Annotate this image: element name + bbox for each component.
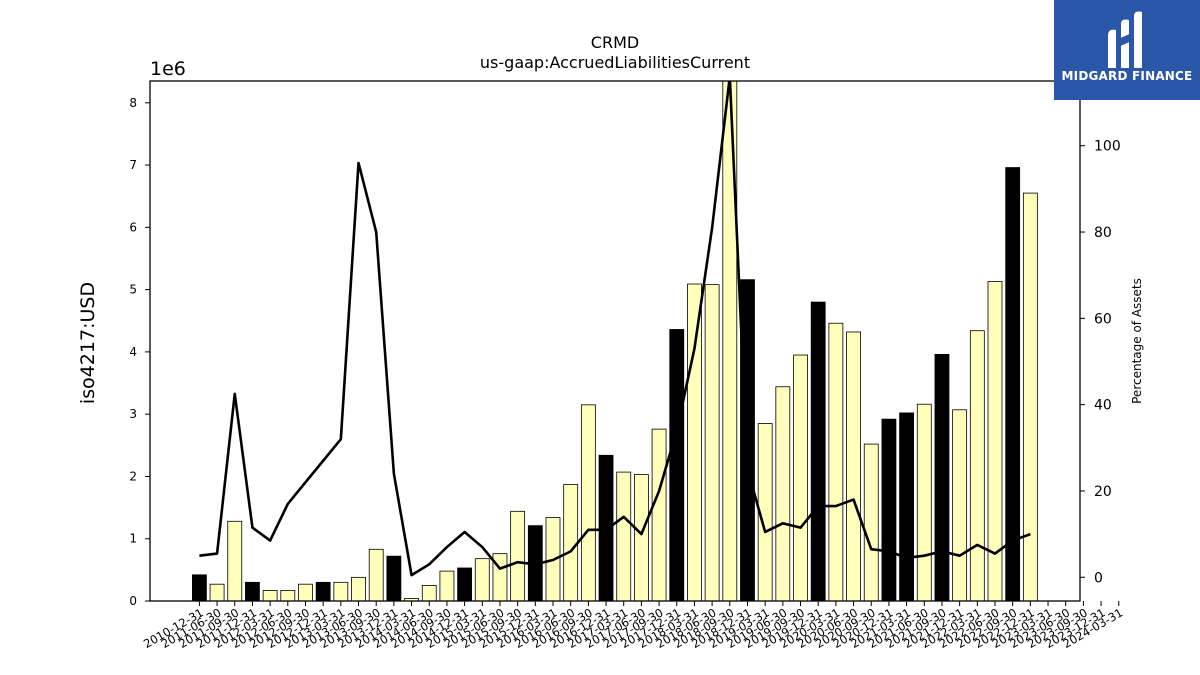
bar	[580, 404, 596, 601]
bar	[687, 283, 702, 601]
bar	[846, 331, 861, 601]
brand-name: MIDGARD FINANCE	[1061, 69, 1193, 83]
y-tick-label: 1	[129, 532, 137, 546]
bar	[351, 576, 366, 601]
bar	[262, 590, 278, 601]
bar	[810, 301, 826, 601]
chart-title: CRMD	[591, 33, 639, 52]
bar	[863, 443, 879, 601]
bar	[828, 322, 844, 601]
bar	[987, 281, 1003, 601]
bar	[474, 558, 490, 601]
bar	[616, 471, 632, 601]
bar	[510, 510, 526, 601]
y2-axis-label: Percentage of Assets	[1130, 278, 1144, 404]
y2-tick-label: 20	[1094, 484, 1112, 500]
bar	[651, 428, 667, 601]
bar	[598, 454, 614, 601]
line-series	[199, 81, 1031, 577]
plot-frame	[149, 80, 1081, 602]
bar	[775, 386, 791, 601]
y-axis-left: 0 1 2 3 4 5 6 7 8	[129, 96, 150, 608]
bar	[722, 81, 738, 601]
bar	[315, 581, 331, 601]
bar	[969, 330, 985, 601]
bar	[191, 574, 207, 601]
chart-subtitle: us-gaap:AccruedLiabilitiesCurrent	[480, 53, 750, 72]
y2-tick-label: 60	[1094, 311, 1112, 327]
y-tick-label: 0	[129, 594, 137, 608]
y-tick-label: 4	[129, 345, 137, 359]
y-tick-label: 2	[129, 469, 137, 483]
bar	[1005, 167, 1021, 601]
bar	[669, 329, 685, 601]
bar	[634, 474, 649, 601]
bar	[209, 583, 225, 601]
bar	[386, 555, 402, 601]
y2-tick-label: 100	[1094, 139, 1121, 155]
bar	[227, 520, 243, 601]
bar	[404, 598, 419, 601]
bar	[881, 418, 897, 601]
bar	[793, 354, 808, 601]
y2-tick-label: 40	[1094, 398, 1112, 414]
y-tick-label: 6	[129, 220, 137, 234]
bar	[333, 581, 349, 601]
bar	[368, 548, 384, 601]
bar	[457, 567, 473, 601]
bar	[740, 279, 755, 601]
bar	[704, 284, 720, 601]
brand-logo: MIDGARD FINANCE	[1054, 0, 1200, 100]
percentage-line	[199, 81, 1031, 577]
bar	[298, 583, 313, 601]
bar	[757, 423, 773, 601]
y-tick-label: 8	[129, 96, 137, 110]
y-axis-label: iso4217:USD	[77, 282, 99, 404]
y2-tick-label: 80	[1094, 225, 1112, 241]
bar	[899, 412, 914, 601]
bar	[421, 585, 437, 601]
bar-series	[191, 81, 1038, 601]
bar	[952, 409, 968, 601]
y-axis-right: 0 20 40 60 80 100	[1080, 139, 1121, 586]
bar	[245, 581, 260, 601]
y-axis-offset-label: 1e6	[150, 58, 186, 80]
y-tick-label: 5	[129, 283, 137, 297]
bar	[1022, 192, 1038, 601]
bar	[563, 484, 579, 601]
bar	[934, 353, 950, 601]
bar	[916, 403, 932, 601]
y2-tick-label: 0	[1094, 570, 1103, 586]
midgard-logo-icon	[1108, 11, 1142, 69]
bar	[439, 570, 455, 601]
bar	[280, 590, 296, 601]
x-axis: 2010-12-312011-06-302011-09-302011-12-31…	[141, 601, 1125, 651]
y-tick-label: 3	[129, 407, 137, 421]
y-tick-label: 7	[129, 158, 137, 172]
